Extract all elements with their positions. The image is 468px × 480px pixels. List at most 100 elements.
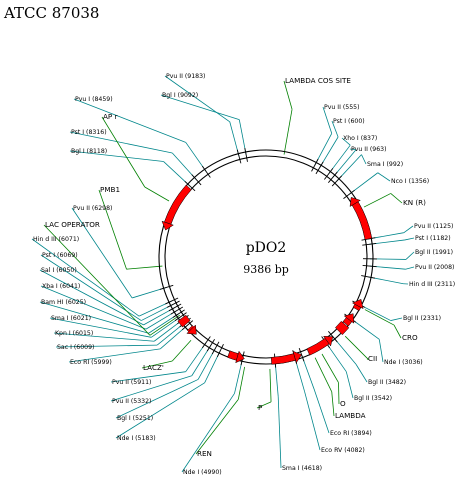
feature-label-ren-7: REN: [197, 449, 212, 458]
site-tick-bgl-i-8118-35: [184, 180, 196, 192]
site-tick-pst-i-6069-32: [166, 300, 180, 308]
ren-gene-arrowhead: [235, 350, 245, 364]
site-label-sma-i-4618-19: Sma I (4618): [282, 465, 322, 472]
site-tick-bam-hi-6025-29: [172, 309, 185, 318]
site-label-bgl-i-9092-1: Bgl I (9092): [162, 92, 198, 99]
site-label-pvu-ii-5911-24: Pvu II (5911): [112, 379, 151, 386]
feature-leader-cii-3: [344, 335, 369, 360]
lambda-block: [335, 320, 350, 336]
site-label-pvu-ii-1125-8: Pvu II (1125): [414, 223, 453, 230]
page-title: ATCC 87038: [3, 4, 99, 22]
site-pointer-bam-hi-6025-29: [39, 301, 149, 334]
lacz-gene-arrowhead: [186, 324, 197, 335]
lac-operator-block: [177, 314, 191, 328]
site-pointer-xho-i-837-4: [341, 137, 351, 146]
site-tick-pst-i-600-3: [315, 161, 324, 175]
site-pointer-pvu-ii-555-2: [322, 106, 333, 134]
o-gene-arrowhead: [323, 336, 334, 347]
site-tick-pvu-ii-2008-11: [362, 265, 377, 268]
site-pointer-sma-i-6021-28: [49, 317, 152, 338]
site-pointer-sac-i-6009-26: [55, 344, 158, 348]
site-tick-pst-i-8316-36: [191, 174, 202, 186]
site-tick-pvu-ii-9183-0: [236, 149, 242, 164]
feature-label-p-6: P: [258, 403, 263, 412]
feature-label-lambda-cos-site-0: LAMBDA COS SITE: [285, 76, 351, 85]
site-tick-pvu-ii-555-2: [311, 158, 319, 172]
cii-gene-arrowhead: [343, 313, 355, 324]
site-pointer-nde-i-5183-21: [115, 382, 205, 439]
feature-leader-o-4: [321, 353, 339, 383]
cii-gene-body: [342, 317, 353, 327]
site-label-xba-i-6041-30: Xba I (6041): [42, 283, 80, 290]
plasmid-size: 9386 bp: [243, 263, 289, 276]
site-label-pvu-ii-6298-34: Pvu II (6298): [73, 205, 112, 212]
feature-leader-pmb1-10: [126, 265, 163, 270]
cro-gene-body: [352, 303, 362, 312]
feature-pointer-ap-r-11: [101, 116, 146, 188]
site-tick-pvu-ii-5911-24: [201, 336, 211, 349]
site-pointer-pvu-ii-5332-23: [110, 375, 192, 402]
site-label-hin-d-iii-6071-33: Hin d III (6071): [33, 236, 79, 243]
ren-gene-body: [227, 350, 239, 361]
site-label-bgl-i-5251-22: Bgl I (5251): [117, 415, 153, 422]
site-pointer-pvu-ii-9183-0: [164, 75, 230, 123]
site-tick-pvu-ii-963-5: [328, 171, 338, 183]
feature-label-lac-operator-9: LAC OPERATOR: [45, 220, 100, 229]
site-tick-hin-d-iii-6071-33: [165, 297, 179, 305]
site-label-pst-i-1182-9: Pst I (1182): [415, 235, 451, 242]
apr-gene-arrowhead: [161, 220, 174, 231]
site-pointer-kpn-i-6015-27: [53, 332, 155, 342]
site-tick-pvu-ii-6298-34: [159, 284, 174, 290]
site-pointer-bgl-i-9092-1: [160, 94, 240, 120]
site-pointer-eco-rv-4082-18: [304, 391, 321, 451]
site-tick-sma-i-992-6: [331, 175, 343, 187]
feature-label-o-4: O: [340, 399, 346, 408]
feature-leader-kn-r-1: [363, 193, 391, 208]
site-tick-nco-i-1356-7: [343, 189, 355, 199]
site-label-pst-i-600-3: Pst I (600): [333, 118, 365, 125]
feature-leader-lambda-5: [314, 357, 333, 392]
site-pointer-hin-d-iii-6071-33: [31, 238, 140, 317]
site-pointer-bgl-ii-1991-10: [405, 251, 415, 260]
site-pointer-pvu-i-8459-37: [73, 98, 186, 143]
feature-pointer-lambda-cos-site-0: [283, 80, 293, 110]
site-label-sal-i-6050-31: Sal I (6050): [41, 267, 77, 274]
site-label-bgl-i-8118-35: Bgl I (8118): [71, 148, 107, 155]
feature-leader-lambda-cos-site-0: [283, 109, 293, 155]
site-pointer-pst-i-600-3: [331, 120, 339, 138]
p-gene-body: [270, 353, 296, 365]
kn-r-gene-arrowhead: [349, 197, 361, 208]
site-label-pvu-ii-2008-11: Pvu II (2008): [415, 264, 454, 271]
site-label-eco-ri-3894-17: Eco RI (3894): [330, 430, 372, 437]
site-pointer-xba-i-6041-30: [40, 285, 147, 330]
site-tick-xho-i-837-4: [324, 168, 334, 180]
feature-label-ap-r-11: AP r: [103, 112, 118, 121]
site-label-xho-i-837-4: Xho I (837): [343, 135, 377, 142]
site-pointer-sma-i-4618-19: [277, 396, 282, 469]
site-label-pvu-ii-555-2: Pvu II (555): [324, 104, 360, 111]
feature-leader-cro-2: [364, 309, 395, 326]
site-pointer-pvu-ii-5911-24: [110, 371, 186, 383]
site-pointer-eco-ri-5999-25: [68, 348, 161, 363]
feature-label-cro-2: CRO: [402, 333, 418, 342]
feature-pointer-kn-r-1: [390, 193, 403, 204]
site-pointer-bgl-ii-3542-16: [345, 371, 354, 399]
site-label-pvu-i-8459-37: Pvu I (8459): [75, 96, 113, 103]
site-tick-bgl-i-5251-22: [211, 341, 220, 355]
site-pointer-sma-i-992-6: [361, 154, 367, 165]
site-pointer-pvu-ii-6298-34: [71, 207, 133, 299]
feature-pointer-lac-operator-9: [43, 224, 151, 336]
site-label-bgl-ii-3542-16: Bgl II (3542): [354, 395, 392, 402]
site-label-pvu-ii-5332-23: Pvu II (5332): [112, 398, 151, 405]
plasmid-name: pDO2: [246, 240, 287, 256]
site-label-bgl-ii-1991-10: Bgl II (1991): [415, 249, 453, 256]
site-tick-pvu-ii-5332-23: [206, 339, 215, 352]
plasmid-ring: [158, 149, 374, 365]
site-pointer-pst-i-8316-36: [69, 131, 173, 154]
feature-pointer-lambda-5: [331, 391, 335, 417]
feature-label-cii-3: CII: [368, 354, 377, 363]
feature-pointer-cii-3: [366, 358, 369, 360]
site-label-nde-i-4990-20: Nde I (4990): [183, 469, 222, 476]
site-label-bgl-ii-3482-15: Bgl II (3482): [368, 379, 406, 386]
